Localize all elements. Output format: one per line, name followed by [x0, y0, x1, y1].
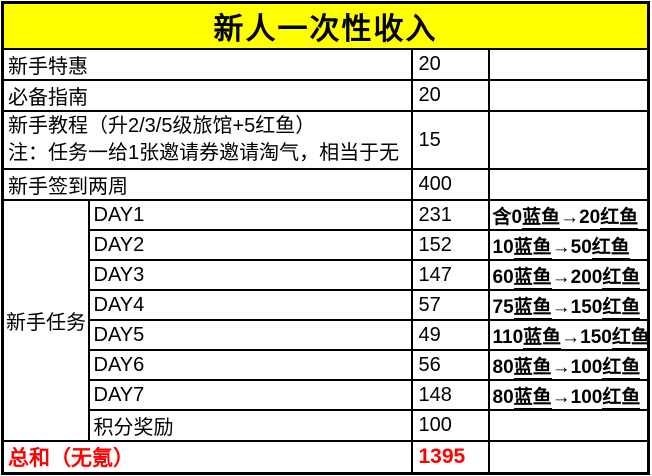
row-label[interactable]: DAY7: [87, 379, 413, 411]
row-value[interactable]: 20: [410, 79, 490, 112]
row-value[interactable]: 20: [410, 48, 490, 81]
table-row: 积分奖励 100: [3, 409, 650, 442]
row-value[interactable]: 57: [410, 289, 490, 321]
total-label[interactable]: 总和（无氪）: [1, 440, 413, 475]
row-note[interactable]: 110蓝鱼→150红鱼: [487, 319, 650, 351]
note-text: →100: [551, 386, 603, 408]
underlined-term: 红鱼: [602, 296, 641, 318]
row-value[interactable]: 49: [410, 319, 490, 351]
row-label[interactable]: 新手教程（升2/3/5级旅馆+5红鱼） 注：任务一给1张邀请券邀请淘气，相当于无: [1, 110, 413, 170]
row-value[interactable]: 231: [410, 199, 490, 231]
row-note[interactable]: 80蓝鱼→100红鱼: [487, 379, 650, 411]
task-group-label[interactable]: 新手任务: [1, 199, 90, 442]
row-label[interactable]: 积分奖励: [87, 409, 413, 442]
row-value[interactable]: 147: [410, 259, 490, 291]
row-label[interactable]: DAY3: [87, 259, 413, 291]
total-row: 总和（无氪） 1395: [1, 440, 650, 475]
table-row: 新手特惠 20: [1, 48, 650, 81]
underlined-term: 红鱼: [600, 206, 639, 228]
table-row: 新手任务 DAY1 231 含0蓝鱼→20红鱼: [1, 199, 650, 442]
underlined-term: 蓝鱼: [513, 386, 552, 408]
row-value[interactable]: 400: [410, 168, 490, 201]
tutorial-line-2: 注：任务一给1张邀请券邀请淘气，相当于无: [8, 142, 400, 164]
row-label[interactable]: 新手特惠: [1, 48, 413, 81]
row-note[interactable]: [487, 168, 650, 201]
note-text: 80: [492, 356, 514, 378]
table-row: 新手签到两周 400: [1, 168, 650, 201]
row-note[interactable]: [487, 79, 650, 112]
table-row: DAY6 56 80蓝鱼→100红鱼: [3, 349, 650, 381]
note-text: →200: [551, 266, 603, 288]
note-text: →100: [551, 356, 603, 378]
row-label[interactable]: DAY1: [87, 199, 413, 231]
underlined-term: 红鱼: [602, 266, 641, 288]
note-text: 75: [492, 296, 514, 318]
row-note[interactable]: [487, 110, 650, 170]
note-text: →150: [561, 326, 612, 348]
row-value[interactable]: 152: [410, 229, 490, 261]
row-value[interactable]: 148: [410, 379, 490, 411]
underlined-term: 红鱼: [602, 356, 641, 378]
row-label[interactable]: DAY2: [87, 229, 413, 261]
table-row: DAY2 152 10蓝鱼→50红鱼: [3, 229, 650, 261]
note-text: 含0: [492, 206, 523, 228]
title-row: 新人一次性收入: [1, 1, 650, 50]
note-text: →20: [560, 206, 601, 228]
row-label[interactable]: DAY6: [87, 349, 413, 381]
underlined-term: 红鱼: [591, 236, 630, 258]
row-label[interactable]: 新手签到两周: [1, 168, 413, 201]
row-note[interactable]: 75蓝鱼→150红鱼: [487, 289, 650, 321]
row-note[interactable]: 含0蓝鱼→20红鱼: [487, 199, 650, 231]
underlined-term: 蓝鱼: [513, 296, 552, 318]
note-text: →150: [551, 296, 603, 318]
row-note[interactable]: [487, 48, 650, 81]
total-note[interactable]: [487, 440, 650, 475]
table-row: 必备指南 20: [1, 79, 650, 112]
note-text: 10: [492, 236, 514, 258]
row-note[interactable]: 10蓝鱼→50红鱼: [487, 229, 650, 261]
row-value[interactable]: 56: [410, 349, 490, 381]
row-label[interactable]: 必备指南: [1, 79, 413, 112]
underlined-term: 蓝鱼: [522, 206, 561, 228]
note-text: →50: [551, 236, 592, 258]
table-row: 新手教程（升2/3/5级旅馆+5红鱼） 注：任务一给1张邀请券邀请淘气，相当于无…: [1, 110, 650, 170]
underlined-term: 蓝鱼: [513, 266, 552, 288]
table-row: DAY3 147 60蓝鱼→200红鱼: [3, 259, 650, 291]
row-value[interactable]: 100: [410, 409, 490, 442]
table-row: DAY4 57 75蓝鱼→150红鱼: [3, 289, 650, 321]
underlined-term: 蓝鱼: [513, 356, 552, 378]
tutorial-line-1: 新手教程（升2/3/5级旅馆+5红鱼）: [8, 115, 316, 137]
underlined-term: 蓝鱼: [513, 236, 552, 258]
table-row: DAY7 148 80蓝鱼→100红鱼: [3, 379, 650, 411]
underlined-term: 蓝鱼: [523, 326, 562, 348]
underlined-term: 红鱼: [602, 386, 641, 408]
note-text: 60: [492, 266, 514, 288]
row-label[interactable]: DAY4: [87, 289, 413, 321]
note-text: 110: [492, 326, 524, 348]
row-note[interactable]: 60蓝鱼→200红鱼: [487, 259, 650, 291]
row-label[interactable]: DAY5: [87, 319, 413, 351]
row-note[interactable]: 80蓝鱼→100红鱼: [487, 349, 650, 381]
table-title[interactable]: 新人一次性收入: [1, 1, 650, 50]
note-text: 80: [492, 386, 514, 408]
row-value[interactable]: 15: [410, 110, 490, 170]
row-note[interactable]: [487, 409, 650, 442]
table-row: DAY5 49 110蓝鱼→150红鱼: [3, 319, 650, 351]
underlined-term: 红鱼: [611, 326, 649, 348]
total-value[interactable]: 1395: [410, 440, 490, 475]
